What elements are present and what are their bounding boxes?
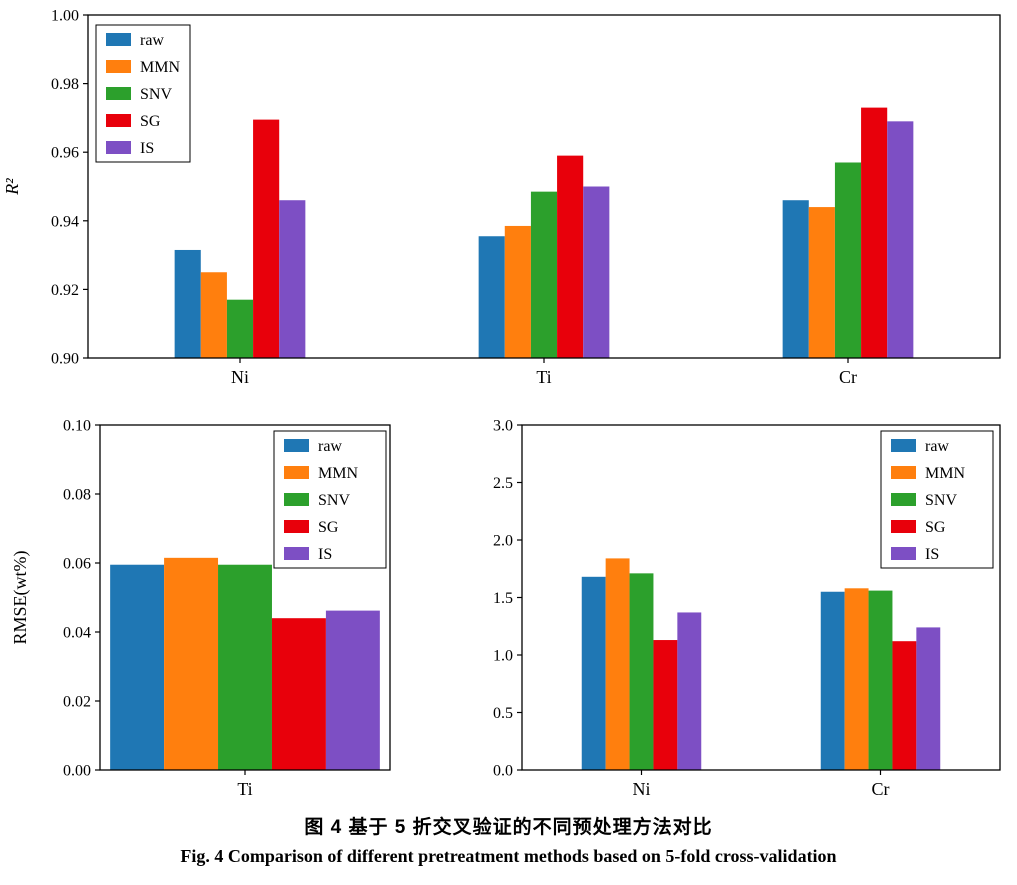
legend-label-IS: IS	[140, 140, 154, 157]
bar-Ti-IS	[583, 186, 610, 358]
y-tick-label: 0.10	[63, 418, 91, 435]
legend-swatch-IS	[891, 547, 916, 560]
y-tick-label: 0.92	[51, 282, 79, 299]
x-tick-label: Ti	[237, 779, 252, 799]
y-tick-label: 0.90	[51, 351, 79, 368]
y-tick-label: 1.00	[51, 8, 79, 25]
legend-label-raw: raw	[318, 438, 342, 455]
bar-Ni-raw	[174, 249, 201, 358]
bar-Ti-raw	[110, 564, 165, 770]
axes-frame	[87, 14, 1001, 359]
bar-Cr-SNV	[834, 162, 862, 358]
y-axis-label: RMSE(wt%)	[10, 550, 31, 644]
bar-Ti-SG	[557, 155, 584, 358]
y-tick-label: 2.0	[493, 533, 513, 550]
y-axis-label: R²	[2, 178, 22, 196]
legend-swatch-SNV	[891, 493, 916, 506]
y-tick-label: 1.5	[493, 590, 513, 607]
x-tick-label: Cr	[839, 367, 857, 387]
legend-label-SNV: SNV	[140, 86, 172, 103]
y-tick-label: 0.02	[63, 694, 91, 711]
y-tick-label: 0.0	[493, 763, 513, 780]
bar-Cr-SNV	[868, 590, 893, 770]
legend-swatch-raw	[106, 33, 131, 46]
bar-Ti-SNV	[530, 191, 558, 358]
legend-label-MMN: MMN	[318, 465, 358, 482]
legend-swatch-SG	[891, 520, 916, 533]
bar-Ni-MMN	[200, 272, 227, 358]
legend-swatch-IS	[284, 547, 309, 560]
bar-Cr-IS	[887, 121, 914, 358]
legend-label-MMN: MMN	[925, 465, 965, 482]
chart-r2: Ni Ti Cr 0.90 0.92 0.94 0.96 0.98 1.00 R² raw MMN SN…	[2, 8, 1001, 387]
bar-Ti-MMN	[164, 557, 219, 770]
x-tick-label: Ni	[231, 367, 249, 387]
bar-Ni-raw	[581, 576, 606, 770]
bar-Ni-SNV	[629, 573, 654, 770]
y-tick-label: 2.5	[493, 475, 513, 492]
caption-chinese: 图 4 基于 5 折交叉验证的不同预处理方法对比	[304, 817, 713, 838]
chart-rmse_ni_cr: Ni Cr 0.0 0.5 1.0 1.5 2.0 2.5 3.0 raw MMN SNV SG IS	[493, 418, 1001, 799]
bar-Ni-IS	[279, 200, 306, 358]
axes-frame	[521, 424, 1001, 771]
y-tick-label: 0.00	[63, 763, 91, 780]
axes-frame	[99, 424, 391, 771]
legend-swatch-raw	[284, 439, 309, 452]
y-tick-label: 0.98	[51, 76, 79, 93]
bar-Cr-SG	[892, 641, 917, 770]
legend-swatch-MMN	[891, 466, 916, 479]
bar-Cr-raw	[782, 200, 809, 358]
legend-swatch-MMN	[106, 60, 131, 73]
legend-label-MMN: MMN	[140, 59, 180, 76]
legend-label-IS: IS	[318, 546, 332, 563]
bar-Ni-SG	[653, 640, 678, 770]
bar-Cr-MMN	[844, 588, 869, 770]
legend-box	[95, 24, 191, 163]
y-tick-label: 0.06	[63, 556, 91, 573]
chart-rmse_ti: Ti 0.00 0.02 0.04 0.06 0.08 0.10 RMSE(wt%) raw MM…	[10, 418, 391, 799]
y-tick-label: 0.96	[51, 145, 79, 162]
bar-Ni-SG	[253, 119, 280, 358]
legend-swatch-SG	[106, 114, 131, 127]
x-tick-label: Ni	[633, 779, 651, 799]
y-tick-label: 1.0	[493, 648, 513, 665]
legend-swatch-raw	[891, 439, 916, 452]
bar-Ti-SG	[271, 618, 326, 770]
legend-swatch-MMN	[284, 466, 309, 479]
bar-Cr-raw	[820, 591, 845, 770]
y-tick-label: 3.0	[493, 418, 513, 435]
legend-label-raw: raw	[140, 32, 164, 49]
bar-Cr-IS	[916, 627, 941, 770]
bar-Ti-SNV	[218, 564, 272, 770]
caption-english: Fig. 4 Comparison of different pretreatm…	[180, 846, 837, 866]
legend-label-SNV: SNV	[925, 492, 957, 509]
legend-label-SG: SG	[318, 519, 339, 536]
legend-label-raw: raw	[925, 438, 949, 455]
legend-label-SG: SG	[140, 113, 161, 130]
bar-Ti-MMN	[504, 225, 531, 358]
bar-Ti-raw	[478, 236, 505, 358]
legend-swatch-SNV	[284, 493, 309, 506]
y-tick-label: 0.04	[63, 625, 91, 642]
y-tick-label: 0.5	[493, 705, 513, 722]
legend-swatch-SNV	[106, 87, 131, 100]
bar-Ni-SNV	[226, 299, 254, 358]
bar-Ti-IS	[325, 610, 380, 770]
bar-Ni-MMN	[605, 558, 630, 770]
bar-Cr-MMN	[808, 207, 835, 358]
legend-swatch-SG	[284, 520, 309, 533]
y-tick-label: 0.94	[51, 213, 79, 230]
bar-Cr-SG	[861, 107, 888, 358]
bar-Ni-IS	[677, 612, 702, 770]
legend-label-SNV: SNV	[318, 492, 350, 509]
x-tick-label: Ti	[536, 367, 551, 387]
y-tick-label: 0.08	[63, 487, 91, 504]
legend-label-SG: SG	[925, 519, 946, 536]
legend-swatch-IS	[106, 141, 131, 154]
charts-canvas: Ni Ti Cr 0.90 0.92 0.94 0.96 0.98 1.00 R² raw MMN SN…	[2, 8, 1001, 799]
x-tick-label: Cr	[872, 779, 890, 799]
legend-label-IS: IS	[925, 546, 939, 563]
